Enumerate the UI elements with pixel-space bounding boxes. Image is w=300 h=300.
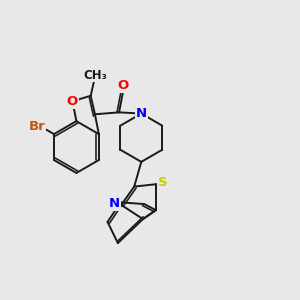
Text: N: N bbox=[109, 197, 120, 210]
Text: O: O bbox=[67, 95, 78, 108]
Text: S: S bbox=[158, 176, 167, 189]
Text: Br: Br bbox=[28, 120, 45, 134]
Text: CH₃: CH₃ bbox=[83, 68, 107, 82]
Text: N: N bbox=[136, 107, 147, 120]
Text: O: O bbox=[118, 79, 129, 92]
